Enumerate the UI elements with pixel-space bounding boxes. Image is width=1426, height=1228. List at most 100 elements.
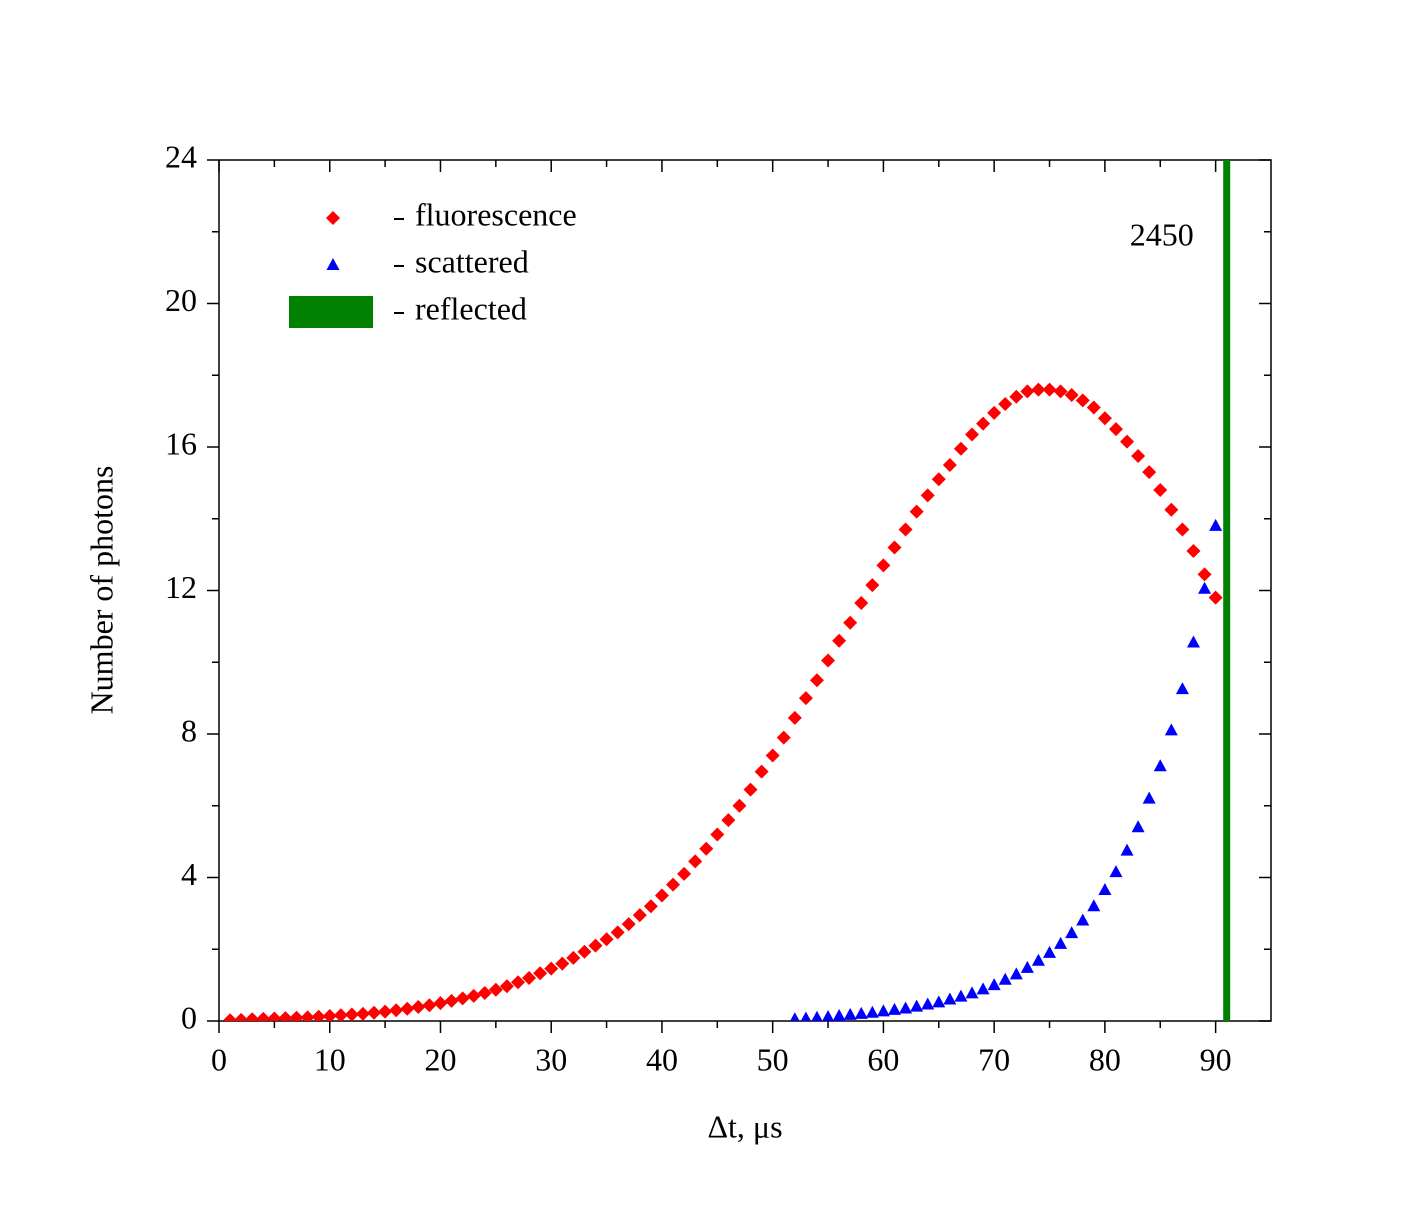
x-tick-label: 0 (211, 1041, 227, 1077)
diamond-marker (488, 982, 503, 997)
triangle-marker (1209, 518, 1223, 531)
legend-label: reflected (415, 290, 527, 326)
triangle-marker (1198, 581, 1212, 594)
diamond-marker (942, 457, 957, 472)
triangle-marker (800, 1011, 812, 1021)
diamond-marker (311, 1009, 326, 1021)
diamond-marker (522, 970, 537, 985)
x-tick-label: 20 (424, 1041, 456, 1077)
diamond-marker (245, 1012, 260, 1021)
diamond-marker (865, 578, 880, 593)
diamond-marker (776, 730, 791, 745)
triangle-marker (987, 978, 1001, 991)
triangle-marker (1098, 883, 1112, 896)
triangle-marker (326, 258, 340, 270)
diamond-marker (533, 966, 548, 981)
x-tick-label: 30 (535, 1041, 567, 1077)
diamond-marker (499, 979, 514, 994)
triangle-marker (1109, 865, 1123, 878)
triangle-marker (932, 995, 946, 1008)
triangle-marker (790, 1012, 800, 1021)
diamond-marker (1108, 422, 1123, 437)
diamond-marker (976, 416, 991, 431)
diamond-marker (322, 1008, 337, 1021)
diamond-marker (1197, 567, 1212, 582)
diamond-marker (599, 932, 614, 947)
diamond-marker (1175, 522, 1190, 537)
triangle-marker (965, 986, 979, 999)
diamond-marker (466, 988, 481, 1003)
legend-label: scattered (415, 243, 529, 279)
diamond-marker (721, 813, 736, 828)
triangle-marker (1186, 635, 1200, 648)
diamond-marker (1075, 393, 1090, 408)
y-tick-label: 12 (165, 569, 197, 605)
diamond-marker (876, 558, 891, 573)
diamond-marker (1186, 544, 1201, 559)
diamond-marker (953, 441, 968, 456)
diamond-marker (411, 1000, 426, 1015)
diamond-marker (355, 1006, 370, 1021)
diamond-marker (333, 1008, 348, 1021)
diamond-marker (920, 488, 935, 503)
diamond-marker (444, 993, 459, 1008)
y-tick-label: 0 (181, 999, 197, 1035)
triangle-marker (1120, 843, 1134, 856)
diamond-marker (300, 1010, 315, 1021)
x-tick-label: 80 (1089, 1041, 1121, 1077)
triangle-marker (976, 982, 990, 995)
x-tick-label: 60 (867, 1041, 899, 1077)
triangle-marker (1076, 913, 1090, 926)
diamond-marker (743, 782, 758, 797)
y-tick-label: 16 (165, 425, 197, 461)
diamond-marker (754, 764, 769, 779)
diamond-marker (677, 866, 692, 881)
diamond-marker (998, 396, 1013, 411)
diamond-marker (843, 615, 858, 630)
triangle-marker (899, 1001, 913, 1014)
diamond-marker (278, 1011, 293, 1021)
diamond-marker (854, 596, 869, 611)
diamond-marker (1131, 448, 1146, 463)
diamond-marker (621, 917, 636, 932)
y-tick-label: 4 (181, 856, 197, 892)
triangle-marker (1020, 960, 1034, 973)
diamond-marker (787, 710, 802, 725)
diamond-marker (1164, 502, 1179, 517)
diamond-marker (1142, 465, 1157, 480)
diamond-marker (909, 504, 924, 519)
diamond-marker (389, 1003, 404, 1018)
diamond-marker (666, 877, 681, 892)
triangle-marker (843, 1007, 857, 1020)
diamond-marker (577, 944, 592, 959)
diamond-marker (1064, 387, 1079, 402)
diamond-marker (267, 1011, 282, 1021)
diamond-marker (326, 211, 340, 225)
triangle-marker (1043, 945, 1057, 958)
triangle-marker (1175, 682, 1189, 695)
triangle-marker (1153, 759, 1167, 772)
diamond-marker (1020, 384, 1035, 399)
triangle-marker (1131, 820, 1145, 833)
triangle-marker (822, 1010, 834, 1021)
diamond-marker (367, 1005, 382, 1020)
triangle-marker (1009, 967, 1023, 980)
diamond-marker (1042, 382, 1057, 397)
x-tick-label: 10 (314, 1041, 346, 1077)
diamond-marker (256, 1011, 271, 1021)
triangle-marker (998, 972, 1012, 985)
diamond-marker (965, 427, 980, 442)
diamond-marker (566, 950, 581, 965)
x-axis-label: Δt, μs (707, 1108, 782, 1144)
diamond-marker (1031, 382, 1046, 397)
diamond-marker (510, 975, 525, 990)
bar-label: 2450 (1130, 216, 1194, 252)
diamond-marker (654, 888, 669, 903)
diamond-marker (610, 925, 625, 940)
diamond-marker (1208, 590, 1223, 605)
triangle-marker (1164, 723, 1178, 736)
diamond-marker (898, 522, 913, 537)
diamond-marker (688, 854, 703, 869)
diamond-marker (643, 899, 658, 914)
